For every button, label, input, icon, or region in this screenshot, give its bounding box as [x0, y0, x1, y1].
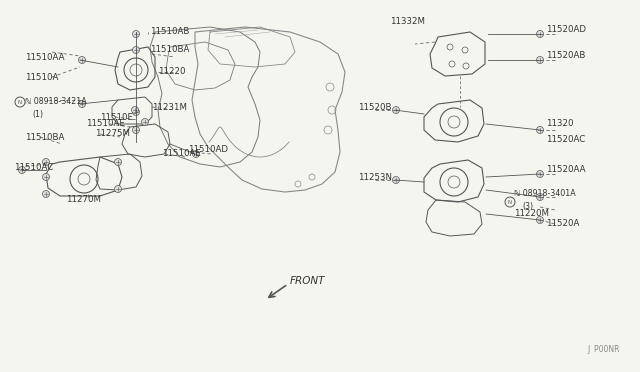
Text: 11520AD: 11520AD: [546, 26, 586, 35]
Text: 11332M: 11332M: [390, 17, 425, 26]
Text: ℕ 08918-3421A: ℕ 08918-3421A: [25, 97, 86, 106]
Text: (3): (3): [522, 202, 533, 211]
Circle shape: [536, 57, 543, 64]
Circle shape: [131, 106, 138, 113]
Text: 11510AC: 11510AC: [14, 163, 53, 171]
Text: 11320: 11320: [546, 119, 573, 128]
Text: 11253N: 11253N: [358, 173, 392, 182]
Text: (1): (1): [32, 109, 43, 119]
Text: ℕ 08918-3401A: ℕ 08918-3401A: [514, 189, 575, 199]
Circle shape: [132, 126, 140, 134]
Circle shape: [536, 126, 543, 134]
Circle shape: [536, 193, 543, 201]
Text: 11510E: 11510E: [100, 112, 133, 122]
Circle shape: [132, 46, 140, 54]
Circle shape: [536, 31, 543, 38]
Text: 11520A: 11520A: [546, 219, 579, 228]
Circle shape: [392, 106, 399, 113]
Text: 11510AD: 11510AD: [188, 145, 228, 154]
Circle shape: [536, 170, 543, 177]
Text: 11520AA: 11520AA: [546, 166, 586, 174]
Text: J  P00NR: J P00NR: [588, 345, 620, 354]
Text: 11520B: 11520B: [358, 103, 392, 112]
Circle shape: [193, 151, 200, 157]
Text: 11231M: 11231M: [152, 103, 187, 112]
Circle shape: [115, 158, 122, 166]
Text: 11520AC: 11520AC: [546, 135, 585, 144]
Text: 11270M: 11270M: [66, 196, 101, 205]
Circle shape: [42, 190, 49, 198]
Circle shape: [141, 119, 148, 125]
Circle shape: [42, 158, 49, 166]
Text: 11510BA: 11510BA: [25, 132, 65, 141]
Circle shape: [392, 176, 399, 183]
Circle shape: [42, 173, 49, 180]
Circle shape: [115, 186, 122, 192]
Circle shape: [19, 167, 26, 173]
Circle shape: [79, 100, 86, 108]
Text: 11510A: 11510A: [25, 73, 58, 81]
Text: N: N: [508, 199, 512, 205]
Circle shape: [132, 109, 140, 115]
Text: 11220: 11220: [158, 67, 186, 77]
Text: 11510BA: 11510BA: [150, 45, 189, 55]
Text: 11520AB: 11520AB: [546, 51, 586, 61]
Text: 11510AB: 11510AB: [150, 28, 189, 36]
Text: 11275M: 11275M: [95, 129, 130, 138]
Text: N: N: [18, 99, 22, 105]
Text: 11510AE: 11510AE: [162, 150, 201, 158]
Text: 11220M: 11220M: [514, 209, 549, 218]
Circle shape: [132, 31, 140, 38]
Circle shape: [536, 217, 543, 224]
Text: 11510AA: 11510AA: [25, 52, 65, 61]
Circle shape: [79, 57, 86, 64]
Text: FRONT: FRONT: [290, 276, 326, 286]
Text: 11510AE: 11510AE: [86, 119, 125, 128]
